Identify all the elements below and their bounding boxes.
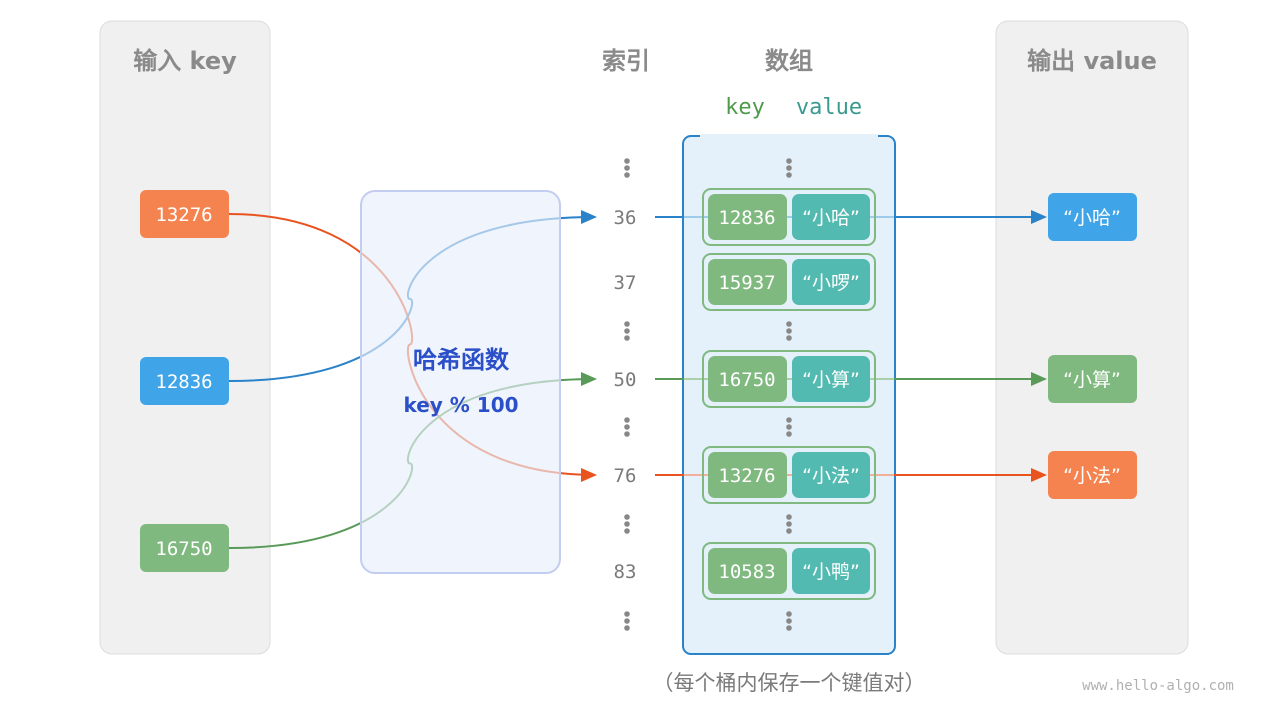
bucket: 15937 “小啰” [702, 253, 876, 311]
bucket-value-cell [792, 356, 870, 402]
hash-function-box [360, 190, 561, 574]
bucket-index: 83 [614, 561, 637, 583]
input-key: 13276 [155, 204, 212, 226]
caption: （每个桶内保存一个键值对） [653, 671, 926, 695]
output-value: “小哈” [1063, 207, 1121, 229]
bucket-value: “小哈” [802, 207, 860, 229]
ellipsis-icon [624, 611, 630, 617]
ellipsis-icon [624, 158, 630, 164]
ellipsis-icon [786, 335, 792, 341]
ellipsis-icon [786, 158, 792, 164]
ellipsis-icon [786, 625, 792, 631]
bucket-key: 15937 [718, 272, 775, 294]
ellipsis-icon [624, 431, 630, 437]
ellipsis-icon [786, 611, 792, 617]
output-value: “小法” [1063, 465, 1121, 487]
bucket-key: 12836 [718, 207, 775, 229]
hash-function-title: 哈希函数 [413, 346, 510, 374]
ellipsis-icon [624, 625, 630, 631]
ellipsis-icon [624, 321, 630, 327]
bucket-value: “小啰” [802, 272, 860, 294]
bucket-index: 36 [614, 207, 637, 229]
bucket-index: 76 [614, 465, 637, 487]
output-value-box [1048, 451, 1137, 499]
ellipsis-icon [786, 328, 792, 334]
hash-function-formula: key % 100 [403, 393, 518, 417]
ellipsis-icon [786, 431, 792, 437]
bucket-value-cell [792, 259, 870, 305]
ellipsis-icon [624, 328, 630, 334]
input-key-box [140, 357, 229, 405]
bucket-key-cell [708, 356, 787, 402]
ellipsis-icon [624, 618, 630, 624]
input-key-box [140, 190, 229, 238]
bucket-index: 50 [614, 369, 637, 391]
bucket-key: 13276 [718, 465, 775, 487]
array-subheader-value: value [796, 95, 862, 120]
index-header: 索引 [602, 47, 650, 75]
array-header: 数组 [765, 47, 813, 75]
output-panel-title: 输出 value [1027, 47, 1157, 75]
ellipsis-icon [624, 165, 630, 171]
bucket-value: “小法” [802, 465, 860, 487]
ellipsis-icon [786, 521, 792, 527]
ellipsis-icon [786, 514, 792, 520]
bucket-key: 10583 [718, 561, 775, 583]
ellipsis-icon [786, 424, 792, 430]
bucket-key-cell [708, 194, 787, 240]
bucket-index: 37 [614, 272, 637, 294]
watermark: www.hello-algo.com [1082, 678, 1234, 694]
bucket: 16750 “小算” [702, 350, 876, 408]
bucket-key-cell [708, 259, 787, 305]
input-panel [99, 20, 271, 655]
ellipsis-icon [624, 335, 630, 341]
input-key-box [140, 524, 229, 572]
bucket-value-cell [792, 548, 870, 594]
bucket: 13276 “小法” [702, 446, 876, 504]
ellipsis-icon [624, 172, 630, 178]
ellipsis-icon [624, 417, 630, 423]
input-key: 12836 [155, 371, 212, 393]
bucket-value-cell [792, 452, 870, 498]
input-panel-title: 输入 key [133, 47, 237, 75]
bucket: 12836 “小哈” [702, 188, 876, 246]
input-key: 16750 [155, 538, 212, 560]
ellipsis-icon [786, 172, 792, 178]
bucket-key: 16750 [718, 369, 775, 391]
bucket-value: “小鸭” [802, 561, 860, 583]
ellipsis-icon [786, 618, 792, 624]
ellipsis-icon [624, 528, 630, 534]
ellipsis-icon [786, 165, 792, 171]
ellipsis-icon [624, 521, 630, 527]
bucket-value-cell [792, 194, 870, 240]
output-value-box [1048, 355, 1137, 403]
bucket-key-cell [708, 452, 787, 498]
array-subheader-key: key [725, 95, 765, 120]
ellipsis-icon [786, 417, 792, 423]
output-value-box [1048, 193, 1137, 241]
bucket-key-cell [708, 548, 787, 594]
ellipsis-icon [624, 514, 630, 520]
ellipsis-icon [786, 528, 792, 534]
output-panel [995, 20, 1189, 655]
output-value: “小算” [1063, 369, 1121, 391]
bucket-value: “小算” [802, 369, 860, 391]
ellipsis-icon [624, 424, 630, 430]
ellipsis-icon [786, 321, 792, 327]
bucket: 10583 “小鸭” [702, 542, 876, 600]
